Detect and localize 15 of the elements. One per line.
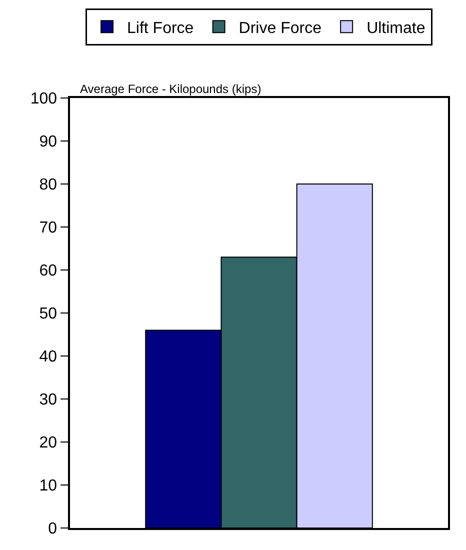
legend-label: Lift Force [127,20,194,37]
y-tick-label: 70 [39,220,58,237]
y-tick-label: 40 [39,348,58,366]
y-tick-label: 30 [39,392,58,409]
legend-label: Drive Force [238,20,322,37]
y-tick-label: 0 [48,520,58,538]
y-tick-label: 20 [39,434,58,452]
y-tick-label: 80 [39,176,58,194]
y-tick-label: 90 [39,134,58,151]
legend-label: Ultimate [366,20,426,37]
y-tick-label: 50 [39,306,58,323]
y-axis-title: Average Force - Kilopounds (kips) [80,82,262,96]
y-tick-label: 60 [39,262,58,280]
y-tick-label: 100 [30,90,58,108]
y-tick-label: 10 [39,478,58,495]
